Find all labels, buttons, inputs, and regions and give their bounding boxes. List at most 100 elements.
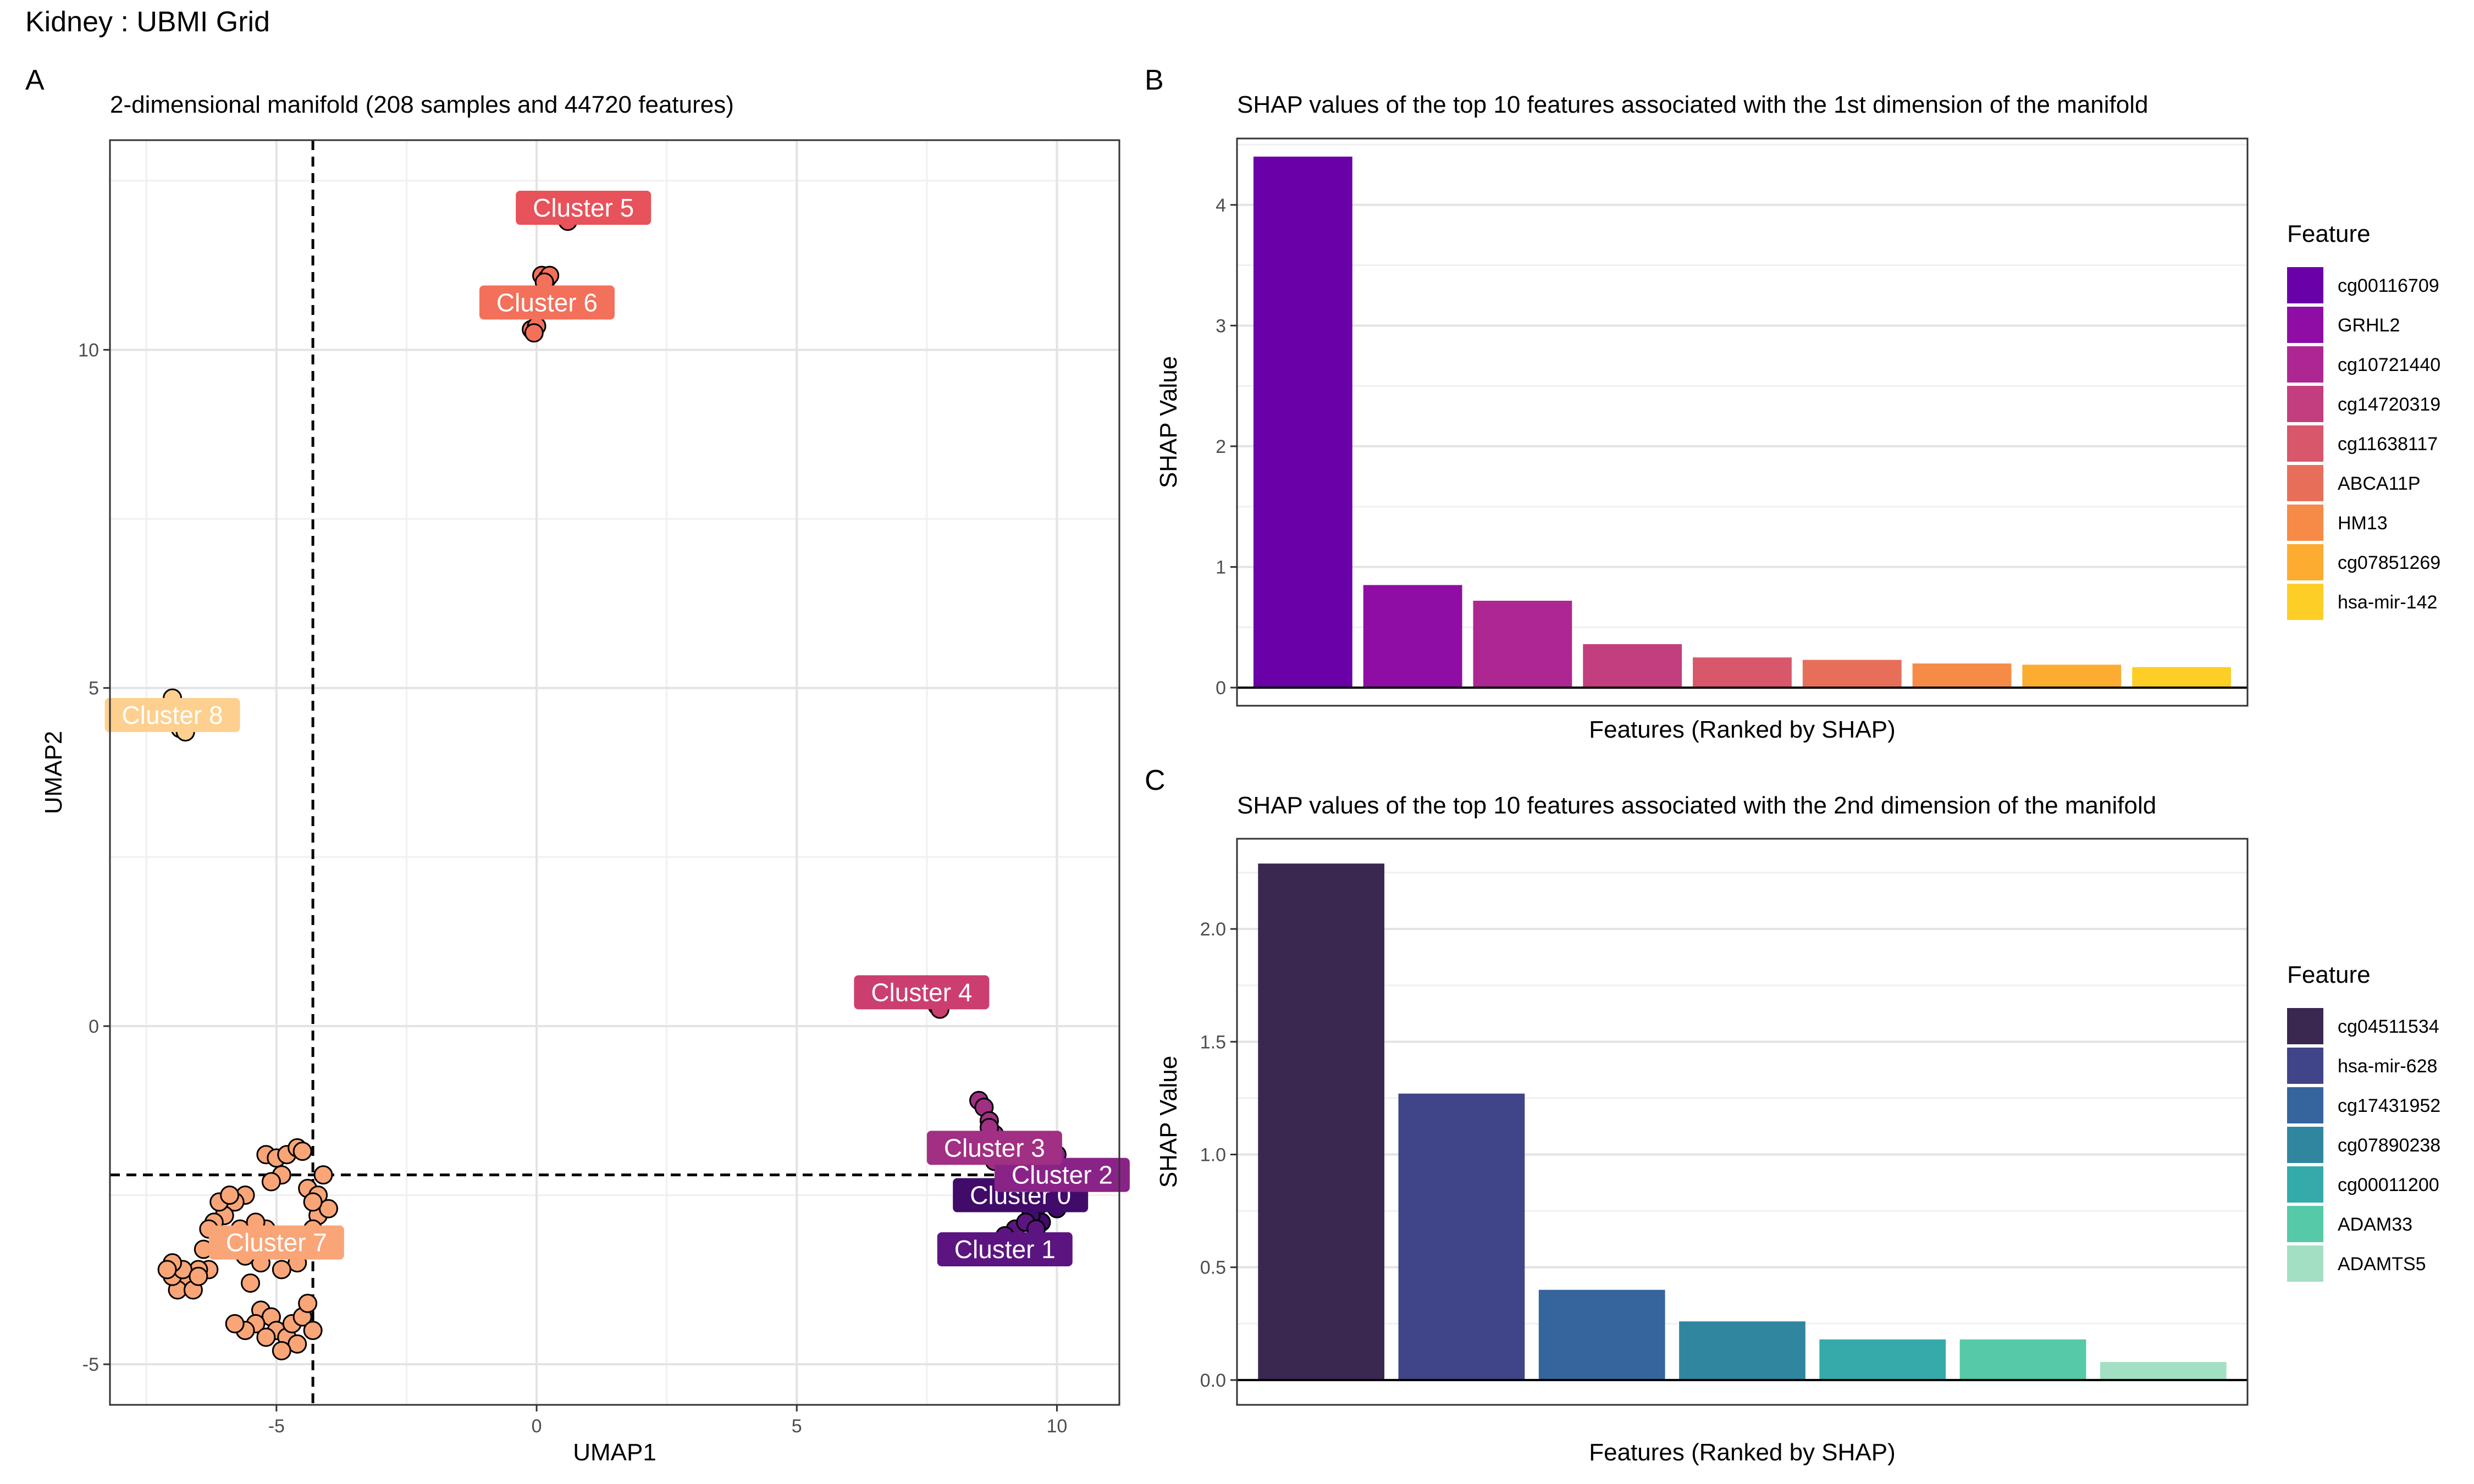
legend-label-5: ABCA11P [2338,473,2421,494]
legend-swatch-5 [2287,1206,2323,1242]
cluster-label-6: Cluster 6 [496,288,598,317]
legend-label-7: cg07851269 [2338,552,2440,573]
legend-swatch-3 [2287,1127,2323,1163]
x-tick-label: 0 [532,1416,542,1437]
legend-title: Feature [2287,961,2371,988]
cluster-label-2: Cluster 2 [1012,1161,1113,1189]
scatter-point-cluster-6 [524,323,544,343]
y-tick-label: 2.0 [1200,919,1226,940]
shap-bar-panel-dim2: SHAP values of the top 10 features assoc… [1155,792,2440,1466]
scatter-point-cluster-7 [256,1327,276,1347]
y-tick-label: 2 [1216,436,1226,457]
legend-swatch-0 [2287,267,2323,303]
legend-swatch-3 [2287,386,2323,422]
legend-label-0: cg00116709 [2338,275,2439,296]
bar-6 [2100,1362,2227,1380]
cluster-label-box-8 [104,697,240,732]
bar-6 [1912,663,2012,688]
bar-5 [1802,660,1902,688]
scatter-point-cluster-7 [261,1172,281,1192]
legend-label-6: HM13 [2338,513,2388,534]
x-tick-label: 5 [792,1416,802,1437]
cluster-label-box-1 [937,1232,1073,1266]
plot-title: SHAP values of the top 10 features assoc… [1237,91,2149,118]
panel-label-c: C [1145,765,1166,796]
x-axis-label: Features (Ranked by SHAP) [1589,716,1896,743]
bar-2 [1538,1289,1665,1380]
x-axis-label: UMAP1 [573,1439,656,1466]
cluster-label-7: Cluster 7 [226,1228,327,1257]
cluster-label-box-6 [479,285,615,320]
scatter-point-cluster-7 [313,1165,333,1185]
y-axis-label: SHAP Value [1155,1056,1182,1188]
legend-swatch-6 [2287,505,2323,541]
y-tick-label: 10 [78,340,99,361]
y-tick-label: 3 [1216,315,1226,336]
scatter-point-cluster-7 [225,1314,245,1333]
scatter-point-cluster-7 [272,1260,291,1280]
legend-swatch-6 [2287,1245,2323,1282]
figure-title: Kidney : UBMI Grid [25,6,270,38]
legend-swatch-4 [2287,425,2323,462]
scatter-point-cluster-7 [298,1293,318,1313]
bar-0 [1258,863,1385,1380]
bar-4 [1819,1339,1946,1380]
plot-border [1236,838,2249,1406]
legend-swatch-1 [2287,307,2323,343]
legend-title: Feature [2287,220,2371,247]
y-tick-label: 0.0 [1200,1370,1226,1391]
plot-title: 2-dimensional manifold (208 samples and … [110,91,734,118]
bar-3 [1583,644,1682,688]
y-tick-label: 1.0 [1200,1145,1226,1166]
legend-swatch-1 [2287,1048,2323,1084]
cluster-label-1: Cluster 1 [954,1235,1056,1264]
legend-label-4: cg11638117 [2338,434,2438,455]
legend-label-1: GRHL2 [2338,315,2400,336]
bar-0 [1253,156,1352,688]
y-tick-label: 4 [1216,195,1226,216]
legend-label-4: cg00011200 [2338,1175,2439,1195]
plot-border [109,139,1120,1406]
legend-swatch-4 [2287,1166,2323,1203]
scatter-point-cluster-7 [220,1186,240,1205]
x-tick-label: 10 [1047,1416,1068,1437]
cluster-label-5: Cluster 5 [533,193,634,222]
legend-label-3: cg14720319 [2338,394,2440,415]
x-axis-label: Features (Ranked by SHAP) [1589,1439,1896,1466]
scatter-point-cluster-7 [241,1273,261,1293]
y-tick-label: 0 [89,1016,99,1037]
bar-3 [1679,1321,1805,1380]
cluster-label-3: Cluster 3 [944,1133,1045,1162]
legend-label-6: ADAMTS5 [2338,1254,2426,1275]
y-tick-label: 1 [1216,557,1226,578]
bar-5 [1959,1339,2086,1380]
legend-swatch-0 [2287,1008,2323,1044]
legend-label-2: cg10721440 [2338,355,2440,375]
legend-label-1: hsa-mir-628 [2338,1056,2437,1077]
bar-2 [1473,600,1572,688]
cluster-label-box-3 [926,1131,1062,1165]
scatter-point-cluster-7 [272,1341,291,1361]
panel-label-b: B [1145,64,1164,96]
scatter-point-cluster-7 [157,1260,177,1280]
bar-1 [1398,1093,1525,1380]
legend-label-5: ADAM33 [2338,1214,2412,1235]
y-tick-label: 5 [89,678,99,699]
cluster-label-box-5 [516,191,651,225]
umap-scatter-panel: 2-dimensional manifold (208 samples and … [40,91,1130,1466]
y-tick-label: -5 [82,1354,99,1375]
scatter-point-cluster-7 [292,1142,312,1161]
legend-swatch-2 [2287,1087,2323,1123]
legend-label-2: cg17431952 [2338,1095,2440,1116]
scatter-point-cluster-7 [303,1192,323,1212]
legend-swatch-5 [2287,465,2323,501]
legend-label-3: cg07890238 [2338,1135,2440,1156]
cluster-label-8: Cluster 8 [122,701,223,729]
y-axis-label: UMAP2 [40,731,67,815]
legend-swatch-8 [2287,584,2323,620]
bar-1 [1363,585,1462,688]
y-tick-label: 1.5 [1200,1032,1226,1053]
cluster-label-box-2 [994,1158,1130,1192]
plot-border [1236,137,2249,707]
cluster-label-box-4 [854,975,990,1010]
